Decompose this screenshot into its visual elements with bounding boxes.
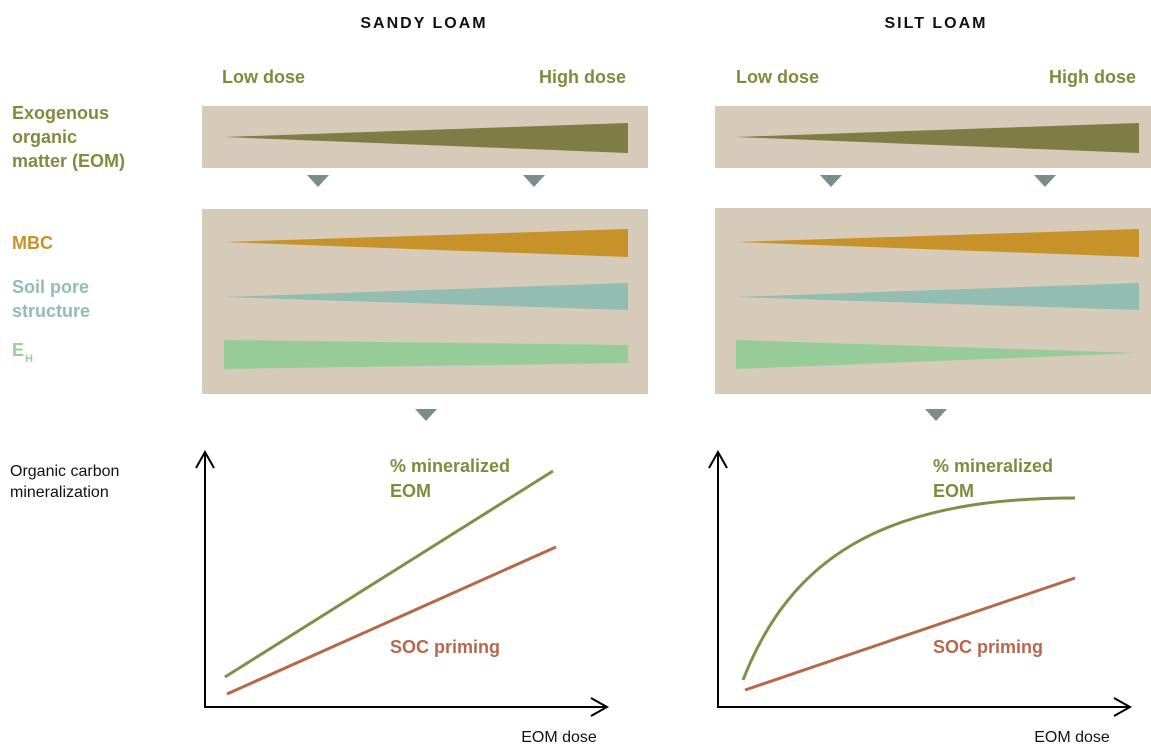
- row-label: Soil pore: [12, 277, 89, 297]
- row-label: structure: [12, 301, 90, 321]
- arrow: [820, 175, 842, 187]
- wedge: [224, 229, 628, 257]
- row-label-sub: H: [25, 353, 33, 365]
- wedge: [224, 123, 628, 153]
- line: [226, 545, 557, 696]
- line-label: SOC priming: [390, 637, 500, 657]
- low-dose: Low dose: [736, 67, 819, 87]
- line: [224, 469, 554, 679]
- x-axis-label: EOM dose: [521, 729, 597, 746]
- line: [744, 576, 1076, 692]
- axes: [195, 449, 1133, 717]
- line: [741, 496, 1076, 681]
- wedge: [224, 283, 628, 310]
- high-dose: High dose: [1049, 67, 1136, 87]
- row-label: matter (EOM): [12, 151, 125, 171]
- low-dose: Low dose: [222, 67, 305, 87]
- wedge: [736, 283, 1139, 310]
- y-axis-label: mineralization: [10, 484, 109, 501]
- line-label: EOM: [933, 481, 974, 501]
- line-label: % mineralized: [390, 456, 510, 476]
- wedge: [736, 340, 1139, 369]
- wedge: [736, 123, 1139, 153]
- row-label: MBC: [12, 233, 53, 253]
- row-label: E: [12, 340, 24, 360]
- row-label: Exogenous: [12, 103, 109, 123]
- arrow: [523, 175, 545, 187]
- row-label: organic: [12, 127, 77, 147]
- line-label: % mineralized: [933, 456, 1053, 476]
- x-axis-label: EOM dose: [1034, 729, 1110, 746]
- panel-title: SILT LOAM: [884, 15, 987, 32]
- y-axis-label: Organic carbon: [10, 463, 119, 480]
- arrow: [415, 409, 437, 421]
- panel-title: SANDY LOAM: [360, 15, 487, 32]
- line-label: EOM: [390, 481, 431, 501]
- wedge: [224, 340, 628, 369]
- line-label: SOC priming: [933, 637, 1043, 657]
- arrow: [307, 175, 329, 187]
- arrow: [925, 409, 947, 421]
- wedge: [736, 229, 1139, 257]
- arrow: [1034, 175, 1056, 187]
- high-dose: High dose: [539, 67, 626, 87]
